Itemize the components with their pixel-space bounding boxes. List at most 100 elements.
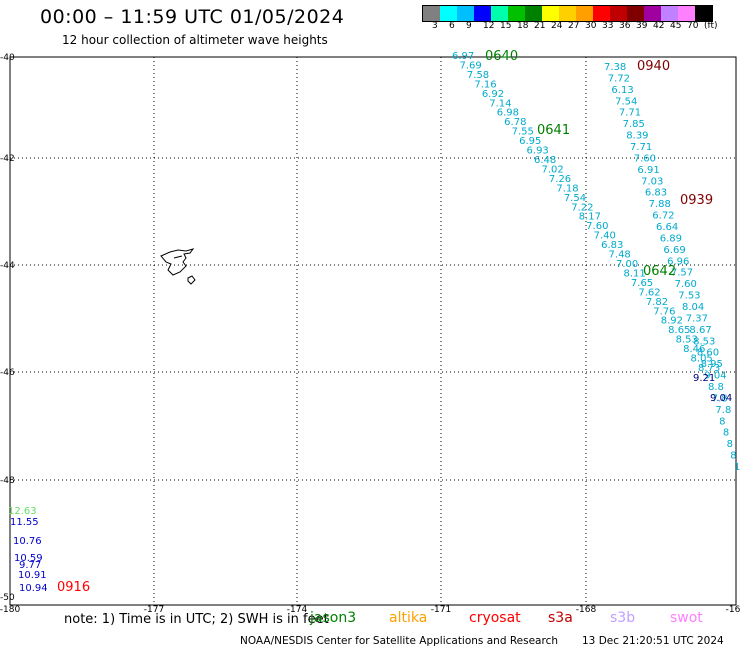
legend-label: 3 (432, 21, 438, 31)
map-title: 00:00 – 11:59 UTC 01/05/2024 (40, 6, 345, 28)
legend-swatch (559, 6, 576, 21)
latitude-label: -40 (0, 53, 15, 63)
latitude-label: -46 (0, 368, 15, 378)
satellite-label-s3a: s3a (548, 610, 573, 626)
wave-height-value: 7.03 (641, 176, 663, 187)
legend-unit: (ft) (704, 21, 718, 31)
altimeter-track-b: 7.387.726.137.547.717.858.397.717.606.91… (604, 62, 740, 473)
wave-height-value: 8.46 (683, 344, 705, 355)
wave-height-value: 7.38 (604, 62, 626, 73)
legend-label: 9 (466, 21, 472, 31)
wave-height-value: 6.78 (504, 117, 526, 128)
wave-height-value: 7.22 (571, 202, 593, 213)
legend-label: 15 (500, 21, 512, 31)
wave-height-value: 7.71 (619, 108, 641, 119)
map-grid (10, 57, 736, 605)
wave-height-value: 7.26 (549, 174, 571, 185)
legend-label: 45 (670, 21, 682, 31)
pass-time-label: 0940 (637, 59, 670, 74)
wave-height-value: 7.58 (467, 70, 489, 81)
wave-height-value: 7.85 (623, 119, 645, 130)
pass-time-label: 0916 (57, 580, 90, 595)
wave-height-value: 10.59 (14, 553, 43, 564)
wave-height-value: 7.82 (646, 297, 668, 308)
longitude-label: -16 (726, 605, 740, 615)
legend-swatch (627, 6, 644, 21)
legend-swatch (593, 6, 610, 21)
satellite-label-swot: swot (670, 610, 703, 626)
wave-height-value: 10.94 (19, 583, 48, 594)
latitude-label: -50 (0, 593, 15, 603)
wave-height-value: 7.02 (541, 164, 563, 175)
satellite-label-s3b: s3b (610, 610, 636, 626)
wave-height-value: 7.8 (712, 393, 728, 404)
wave-height-value: 6.98 (497, 108, 519, 119)
longitude-label: -168 (576, 605, 597, 615)
wave-height-value: 9.21 (693, 373, 715, 384)
pass-time-label: 0640 (485, 49, 518, 64)
altimeter-extra-values: 9.219.04 (693, 373, 732, 404)
wave-height-value: 7.76 (653, 306, 675, 317)
wave-height-value: 8.53 (676, 335, 698, 346)
wave-height-value: 7.8 (715, 405, 731, 416)
wave-height-value: 6.97 (452, 51, 474, 62)
longitude-label: -174 (287, 605, 308, 615)
legend-swatch (542, 6, 559, 21)
wave-height-value: 12.63 (8, 506, 37, 517)
longitude-labels: -180 -177 -174 -171 -168 -16 (0, 605, 740, 615)
legend-label: 33 (602, 21, 614, 31)
wave-height-value: 7.88 (649, 199, 671, 210)
footer-note: note: 1) Time is in UTC; 2) SWH is in fe… (64, 612, 329, 627)
wave-height-value: 8.95 (701, 359, 723, 370)
legend-swatch (661, 6, 678, 21)
wave-height-value: 8.04 (682, 302, 704, 313)
pass-time-labels: 0640 0641 0642 0940 0939 0916 (57, 49, 713, 595)
legend-label: 39 (636, 21, 648, 31)
wave-height-value: 8 (719, 416, 725, 427)
legend-label: 21 (534, 21, 546, 31)
wave-height-value: 8.73 (698, 363, 720, 374)
legend-swatch (610, 6, 627, 21)
legend-label: 70 (687, 21, 699, 31)
legend-label: 24 (551, 21, 563, 31)
legend-swatch (678, 6, 695, 21)
wave-height-value: 6.95 (519, 136, 541, 147)
legend-label: 12 (483, 21, 495, 31)
footer-credit: NOAA/NESDIS Center for Satellite Applica… (240, 635, 558, 647)
wave-height-value: 8.39 (626, 131, 648, 142)
wave-height-value: 6.91 (637, 165, 659, 176)
wave-height-value: 7.65 (631, 278, 653, 289)
wave-height-value: 7.40 (594, 231, 616, 242)
wave-height-value: 6.64 (656, 222, 678, 233)
wave-height-value: 8.17 (579, 212, 601, 223)
wave-height-value: 7.16 (474, 79, 496, 90)
legend-label: 27 (568, 21, 580, 31)
wave-height-value: 8 (723, 428, 729, 439)
wave-height-value: 7.37 (686, 313, 708, 324)
wave-height-value: 8.60 (697, 348, 719, 359)
wave-height-value: 9.04 (704, 371, 726, 382)
wave-height-value: 7.69 (459, 60, 481, 71)
satellite-label-altika: altika (389, 610, 428, 626)
wave-height-value: 8.65 (668, 325, 690, 336)
wave-height-value: 8.92 (661, 316, 683, 327)
wave-height-value: 7.60 (586, 221, 608, 232)
satellite-label-jason3: jason3 (310, 610, 357, 626)
legend-swatch (457, 6, 474, 21)
pass-time-label: 0939 (680, 193, 713, 208)
legend-label: 18 (517, 21, 529, 31)
map-subtitle: 12 hour collection of altimeter wave hei… (62, 33, 328, 47)
wave-height-value: 7.53 (678, 291, 700, 302)
wave-height-value: 6.83 (645, 188, 667, 199)
wave-height-value: 7.00 (616, 259, 638, 270)
latitude-label: -48 (0, 476, 15, 486)
footer-timestamp: 13 Dec 21:20:51 UTC 2024 (582, 635, 724, 647)
altimeter-track-a: 6.977.697.587.166.927.146.986.787.556.95… (452, 51, 720, 374)
legend-label: 30 (585, 21, 597, 31)
wave-height-value: 9.77 (19, 560, 41, 571)
wave-height-value: 9.04 (710, 393, 732, 404)
wave-height-value: 6.48 (534, 155, 556, 166)
longitude-label: -171 (431, 605, 451, 615)
wave-height-value: 6.72 (652, 211, 674, 222)
legend-swatch (423, 6, 440, 21)
